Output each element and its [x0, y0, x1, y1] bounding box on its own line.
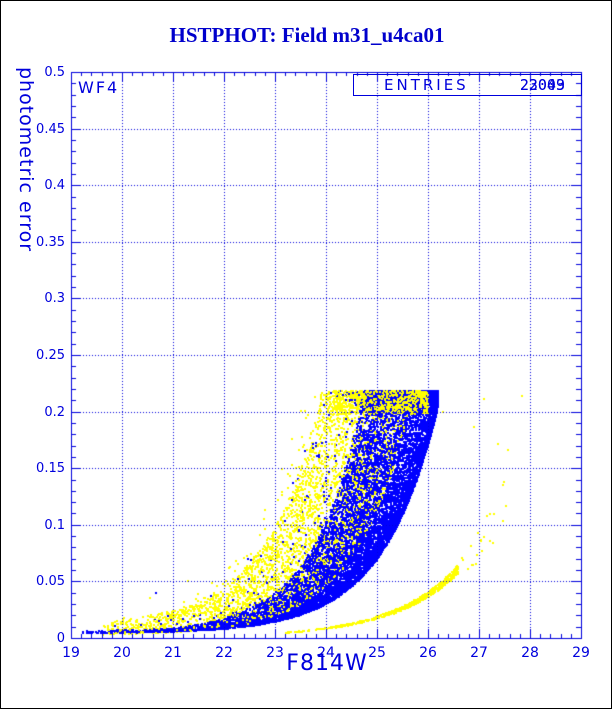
chip-annotation: WF4 — [78, 78, 120, 97]
y-tick-label: 0.2 — [44, 404, 65, 420]
entries-value-blue: 22003 — [519, 76, 565, 94]
y-tick-label: 0.45 — [36, 121, 65, 137]
x-axis-title: F814W — [286, 651, 368, 676]
x-tick-label: 27 — [470, 645, 488, 661]
x-tick-label: 23 — [266, 645, 284, 661]
y-tick-label: 0.25 — [36, 348, 65, 363]
x-tick-label: 24 — [317, 645, 335, 661]
y-tick-label: 0.4 — [44, 178, 65, 194]
x-tick-label: 19 — [62, 645, 80, 661]
entries-label: ENTRIES — [384, 76, 469, 94]
y-tick-label: 0 — [56, 631, 65, 646]
y-axis-title: photometric error — [15, 67, 37, 253]
x-tick-label: 21 — [164, 645, 182, 661]
y-tick-label: 0.35 — [36, 234, 65, 250]
x-tick-label: 20 — [113, 645, 131, 661]
x-tick-label: 29 — [572, 645, 590, 661]
y-tick-label: 0.1 — [44, 517, 65, 533]
y-tick-label: 0.5 — [44, 65, 65, 80]
x-tick-label: 22 — [215, 645, 233, 661]
y-tick-label: 0.3 — [44, 291, 65, 307]
y-tick-label: 0.15 — [36, 461, 65, 477]
x-tick-label: 25 — [368, 645, 386, 661]
page-title: HSTPHOT: Field m31_u4ca01 — [169, 23, 445, 47]
entries-value-yellow: 23049 — [519, 76, 565, 94]
x-tick-label: 26 — [419, 645, 437, 661]
y-tick-label: 0.05 — [36, 574, 65, 590]
x-tick-label: 28 — [521, 645, 539, 661]
entries-stats-box: ENTRIES 22003 23049 — [353, 74, 582, 96]
